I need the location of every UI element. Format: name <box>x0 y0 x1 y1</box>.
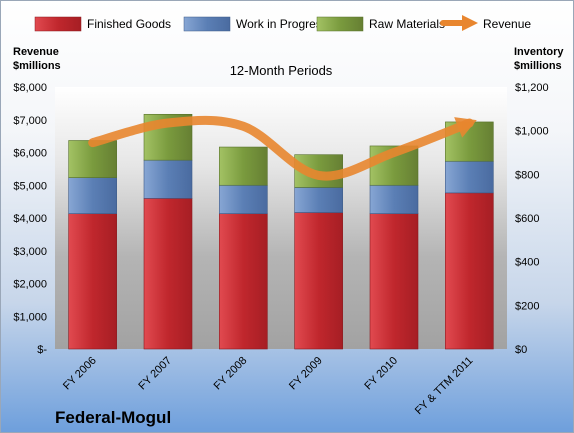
bar-finished-goods <box>143 198 193 350</box>
category-label: FY 2010 <box>362 355 400 393</box>
left-axis-title-line2: $millions <box>13 60 61 72</box>
right-tick-label: $400 <box>515 257 539 269</box>
left-tick-label: $6,000 <box>13 148 47 160</box>
chart-subtitle: 12-Month Periods <box>230 63 333 78</box>
left-tick-label: $8,000 <box>13 82 47 94</box>
left-axis-ticks: $- $1,000 $2,000 $3,000 $4,000 $5,000 $6,000 $7… <box>13 82 47 356</box>
right-axis-title-line1: Inventory <box>514 46 564 58</box>
company-name: Federal-Mogul <box>55 408 171 427</box>
revenue-line-group <box>88 115 477 181</box>
right-tick-label: $1,000 <box>515 126 549 138</box>
left-tick-label: $1,000 <box>13 311 47 323</box>
category-label: FY & TTM 2011 <box>413 355 476 418</box>
revenue-arrowhead <box>454 117 477 138</box>
legend-arrow-revenue <box>462 15 478 31</box>
left-tick-label: $7,000 <box>13 115 47 127</box>
legend-item-work-in-progress: Work in Progress <box>183 16 328 32</box>
bar-work-in-progress <box>445 160 494 194</box>
category-label: FY 2007 <box>136 355 174 393</box>
right-axis-title-line2: $millions <box>514 60 562 72</box>
legend-swatch-raw-materials <box>316 16 364 32</box>
legend: Finished Goods Work in Progress Raw Mate… <box>34 15 531 32</box>
right-axis-ticks: $0 $200 $400 $600 $800 $1,000 $1,200 <box>515 82 549 356</box>
legend-label-finished-goods: Finished Goods <box>87 17 171 31</box>
left-axis-title-line1: Revenue <box>13 46 59 58</box>
left-tick-label: $3,000 <box>13 246 47 258</box>
bar-work-in-progress <box>369 184 419 214</box>
legend-label-work-in-progress: Work in Progress <box>236 17 328 31</box>
right-tick-label: $1,200 <box>515 82 549 94</box>
category-label: FY 2008 <box>212 355 250 393</box>
category-label: FY 2009 <box>287 355 325 393</box>
legend-swatch-work-in-progress <box>183 16 231 32</box>
legend-label-raw-materials: Raw Materials <box>369 17 445 31</box>
right-tick-label: $0 <box>515 344 527 356</box>
left-tick-label: $4,000 <box>13 213 47 225</box>
legend-swatch-finished-goods <box>34 16 82 32</box>
category-label: FY 2006 <box>61 355 99 393</box>
left-tick-label: $2,000 <box>13 279 47 291</box>
left-tick-label: $- <box>37 344 47 356</box>
legend-item-raw-materials: Raw Materials <box>316 16 445 32</box>
bar-work-in-progress <box>219 184 268 214</box>
legend-label-revenue: Revenue <box>483 17 531 31</box>
bar-work-in-progress <box>143 159 193 199</box>
bar-finished-goods <box>294 212 343 350</box>
revenue-line <box>88 115 474 181</box>
bar-finished-goods <box>445 192 494 350</box>
right-tick-label: $800 <box>515 169 539 181</box>
bar-raw-materials <box>219 146 268 186</box>
right-tick-label: $600 <box>515 213 539 225</box>
left-tick-label: $5,000 <box>13 180 47 192</box>
bar-finished-goods <box>369 213 419 350</box>
bar-finished-goods <box>68 213 117 350</box>
bar-work-in-progress <box>294 187 343 213</box>
legend-item-revenue: Revenue <box>440 15 531 31</box>
bar-finished-goods <box>219 213 268 350</box>
bar-work-in-progress <box>68 177 117 214</box>
plot-area <box>55 87 507 349</box>
right-tick-label: $200 <box>515 300 539 312</box>
legend-item-finished-goods: Finished Goods <box>34 16 171 32</box>
